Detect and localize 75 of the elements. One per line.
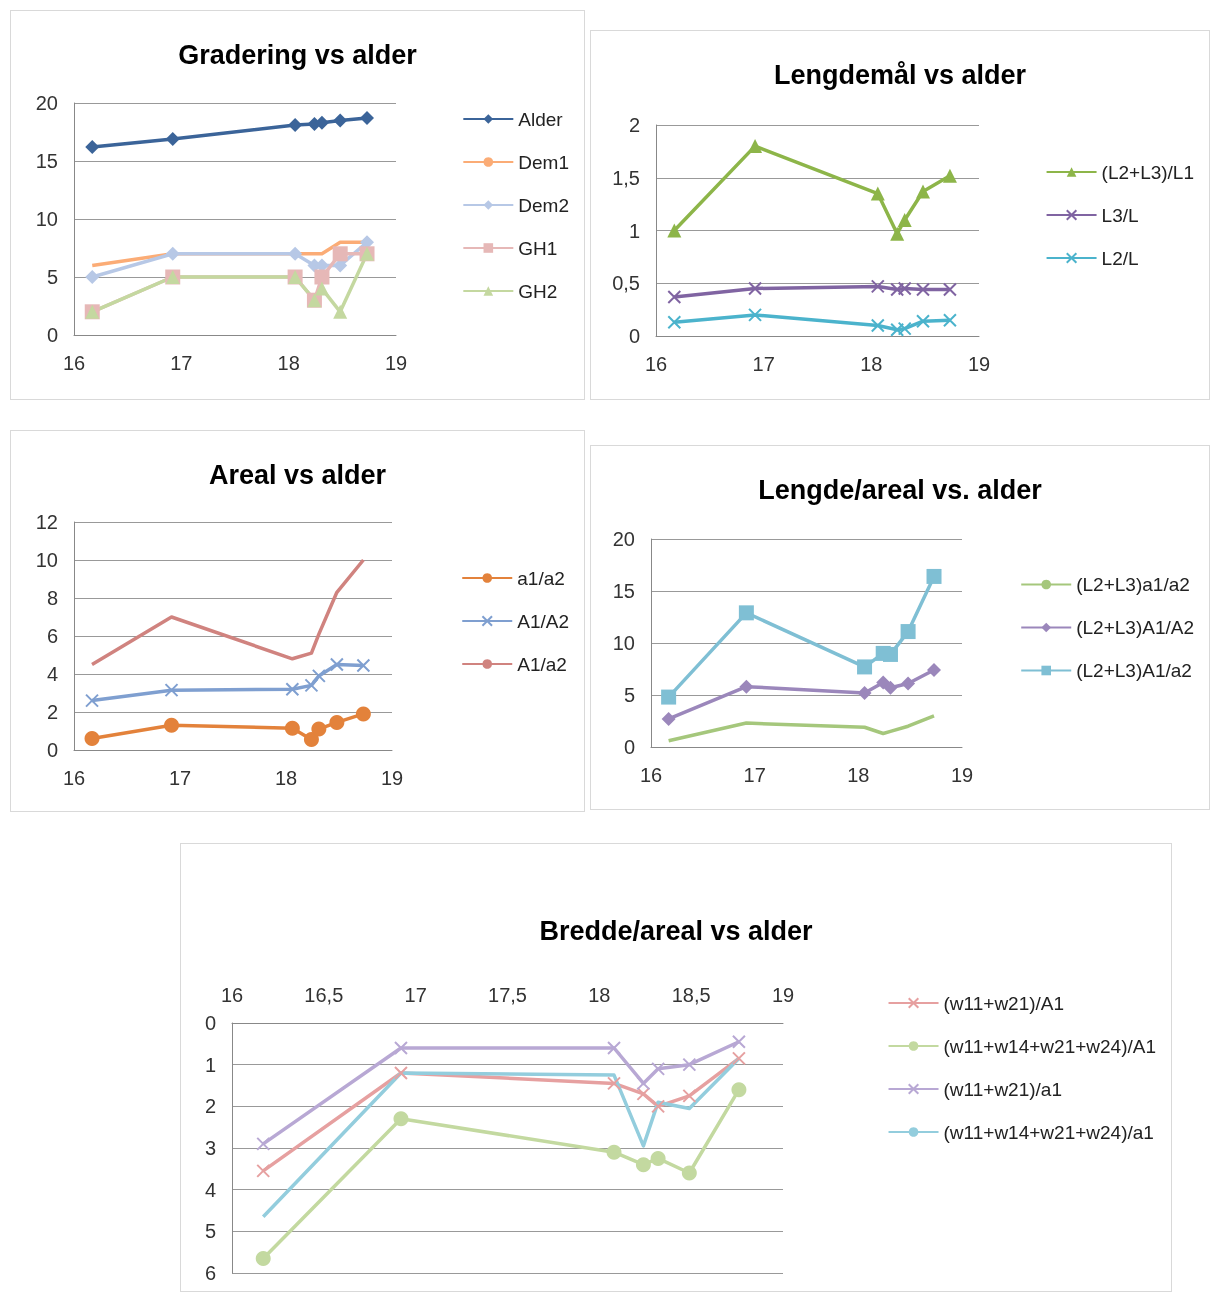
y-tick-label: 4 [204, 1178, 216, 1201]
y-tick-label: 1 [628, 219, 640, 242]
legend-label: (L2+L3)/L1 [1101, 161, 1195, 183]
y-tick-label: 3 [204, 1137, 216, 1159]
y-tick-label: 2 [628, 114, 640, 136]
y-tick-label: 2 [204, 1095, 216, 1118]
x-tick-label: 18 [277, 352, 300, 374]
x-tick-label: 19 [967, 353, 991, 375]
legend-label: A1/a2 [517, 653, 567, 675]
x-tick-label: 16 [62, 767, 86, 789]
y-tick-label: 0 [623, 736, 635, 758]
y-tick-label: 8 [46, 587, 58, 609]
y-tick-label: 15 [612, 580, 635, 602]
x-tick-label: 17 [170, 352, 193, 374]
y-tick-label: 20 [612, 528, 635, 550]
legend-label: Dem2 [518, 194, 570, 216]
x-tick-label: 18 [588, 984, 611, 1006]
legend-label: L2/L [1101, 247, 1139, 269]
x-tick-label: 18 [847, 764, 870, 786]
y-tick-label: 6 [204, 1262, 216, 1284]
x-tick-label: 19 [771, 984, 795, 1006]
legend-label: (L2+L3)a1/a2 [1076, 574, 1190, 595]
legend-label: Dem1 [518, 151, 570, 173]
x-tick-label: 17 [404, 984, 427, 1006]
x-tick-label: 16 [639, 764, 663, 786]
x-tick-label: 18,5 [671, 984, 711, 1006]
x-tick-label: 17 [168, 767, 192, 789]
legend-label: a1/a2 [517, 567, 565, 589]
legend-label: (w11+w14+w21+w24)/A1 [943, 1035, 1157, 1057]
chart-title: Lengdemål vs alder [773, 59, 1027, 90]
x-tick-label: 17 [743, 764, 766, 786]
legend-label: (L2+L3)A1/A2 [1076, 617, 1195, 638]
x-tick-label: 16,5 [304, 984, 344, 1006]
y-tick-label: 4 [46, 663, 58, 685]
y-tick-label: 1,5 [612, 166, 640, 189]
y-tick-label: 10 [35, 549, 58, 571]
y-tick-label: 15 [35, 150, 58, 172]
y-tick-label: 5 [46, 266, 58, 288]
y-tick-label: 0 [204, 1012, 216, 1034]
y-tick-label: 1 [204, 1053, 216, 1076]
legend-label: Alder [518, 108, 564, 130]
legend-label: (w11+w21)/A1 [943, 992, 1065, 1014]
y-tick-label: 0,5 [612, 272, 640, 295]
x-tick-label: 19 [950, 764, 974, 786]
legend-label: (w11+w14+w21+w24)/a1 [943, 1121, 1154, 1143]
x-tick-label: 19 [380, 767, 404, 789]
y-tick-label: 0 [46, 324, 58, 346]
x-tick-label: 16 [62, 352, 86, 374]
x-tick-label: 18 [860, 353, 883, 375]
x-tick-label: 17,5 [488, 984, 527, 1006]
legend-label: (L2+L3)A1/a2 [1076, 660, 1192, 681]
x-tick-label: 19 [384, 352, 408, 374]
y-tick-label: 0 [628, 325, 640, 347]
x-tick-label: 16 [220, 984, 244, 1006]
y-tick-label: 6 [46, 625, 58, 647]
legend-label: L3/L [1101, 204, 1139, 226]
y-tick-label: 10 [612, 632, 635, 654]
chart-title: Bredde/areal vs alder [539, 915, 814, 946]
y-tick-label: 5 [204, 1220, 216, 1243]
legend-label: A1/A2 [517, 610, 570, 632]
chart-title: Lengde/areal vs. alder [758, 474, 1043, 505]
y-tick-label: 10 [35, 208, 58, 230]
x-tick-label: 16 [644, 353, 668, 375]
legend-label: GH2 [518, 280, 558, 302]
y-tick-label: 12 [35, 511, 58, 533]
chart-title: Gradering vs alder [178, 39, 418, 70]
y-tick-label: 2 [46, 701, 58, 723]
y-tick-label: 0 [46, 739, 58, 761]
x-tick-label: 18 [274, 767, 298, 789]
legend-label: (w11+w21)/a1 [943, 1078, 1062, 1100]
y-tick-label: 20 [35, 92, 58, 114]
chart-title: Areal vs alder [208, 459, 387, 490]
y-tick-label: 5 [623, 684, 635, 706]
legend-label: GH1 [518, 237, 558, 259]
x-tick-label: 17 [752, 353, 775, 375]
